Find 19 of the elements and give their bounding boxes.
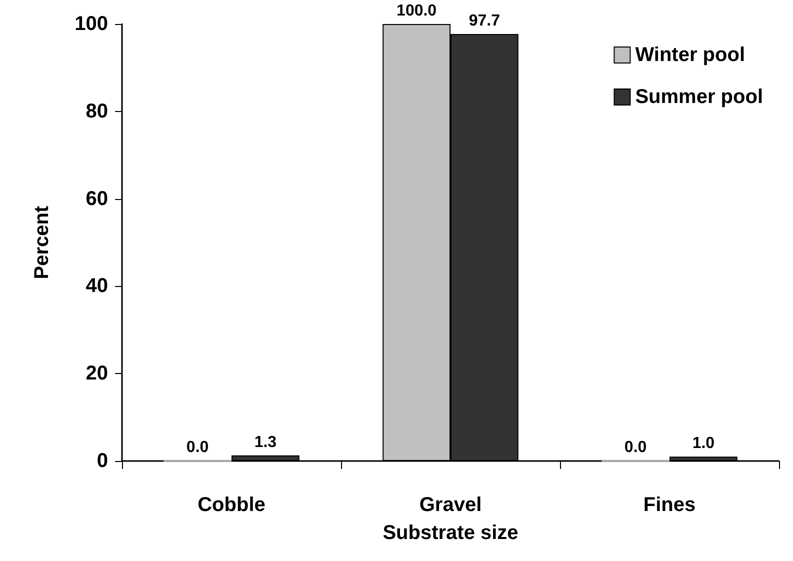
y-tick-label: 40 <box>86 275 108 298</box>
data-label: 0.0 <box>624 439 647 456</box>
y-tick-label: 20 <box>86 362 108 385</box>
data-label: 100.0 <box>396 2 437 20</box>
legend-label: Winter pool <box>635 44 746 66</box>
y-tick-label: 80 <box>86 100 108 122</box>
data-label: 1.3 <box>254 434 277 451</box>
y-tick-label: 100 <box>74 13 108 35</box>
legend-label: Summer pool <box>635 86 764 108</box>
data-label: 97.7 <box>468 12 500 30</box>
x-tick-label: Cobble <box>198 494 266 516</box>
x-tick-label: Gravel <box>419 494 482 516</box>
x-axis-title: Substrate size <box>382 522 518 544</box>
y-tick-label: 0 <box>96 450 108 472</box>
y-axis-title: Percent <box>31 205 53 280</box>
data-label: 0.0 <box>186 439 209 456</box>
y-tick-label: 60 <box>86 188 108 210</box>
data-label: 1.0 <box>692 435 715 452</box>
x-tick-label: Fines <box>643 494 696 516</box>
